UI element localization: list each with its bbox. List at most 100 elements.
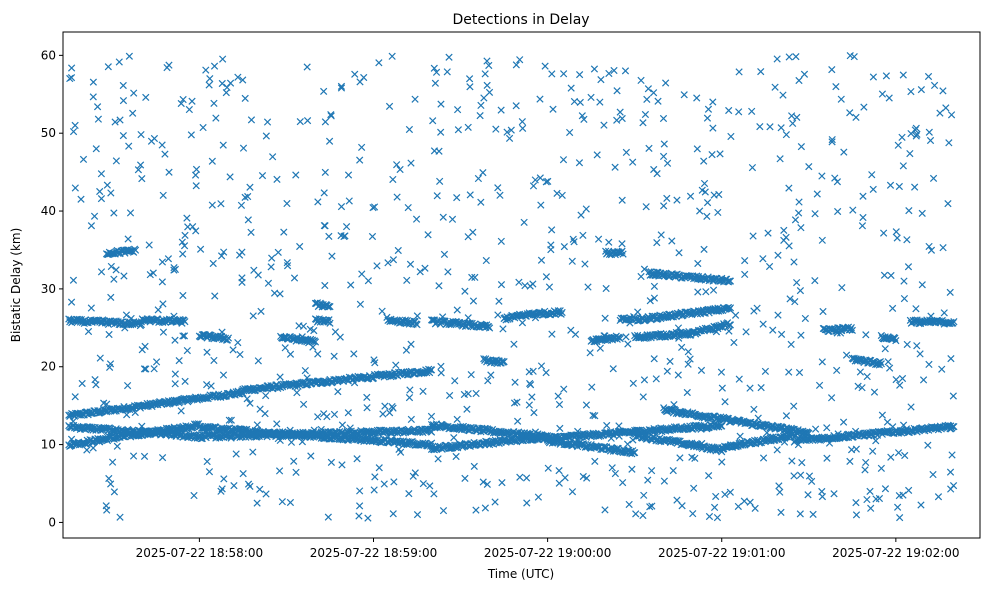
detection-point: [919, 376, 928, 384]
detection-point: [566, 128, 574, 137]
detection-point: [179, 291, 187, 300]
detection-point: [588, 383, 596, 391]
detection-point: [301, 366, 309, 375]
detection-point: [793, 278, 801, 287]
detection-point: [600, 332, 608, 340]
detection-point: [632, 510, 640, 518]
detection-point: [437, 369, 445, 377]
detection-point: [222, 89, 230, 97]
detection-point: [652, 375, 660, 383]
detection-point: [763, 429, 771, 437]
detection-point: [831, 174, 839, 182]
detection-point: [497, 281, 506, 289]
detection-point: [134, 166, 143, 174]
detection-point: [529, 367, 537, 375]
detection-point: [905, 486, 913, 495]
detection-point: [544, 464, 552, 472]
detection-point: [741, 257, 749, 265]
detection-point: [444, 443, 452, 451]
detection-point: [123, 411, 131, 419]
detection-point: [239, 144, 248, 152]
detection-point: [625, 500, 633, 509]
detection-point: [412, 215, 421, 223]
detection-point: [220, 475, 228, 483]
detection-point: [659, 152, 668, 161]
detection-point: [522, 474, 531, 482]
detection-point: [320, 189, 328, 197]
detection-point: [159, 318, 167, 326]
detection-point: [495, 297, 503, 305]
detection-point: [537, 362, 546, 370]
detection-point: [344, 171, 353, 179]
detection-point: [99, 316, 107, 324]
detection-point: [582, 401, 591, 409]
detection-point: [898, 133, 906, 141]
detection-point: [281, 344, 289, 352]
detection-point: [610, 66, 618, 75]
detection-point: [594, 235, 603, 243]
detection-point: [808, 477, 816, 486]
detection-point: [346, 424, 354, 432]
detection-point: [791, 298, 799, 306]
detection-point: [453, 415, 461, 423]
detection-point: [364, 514, 372, 522]
detection-point: [640, 491, 648, 499]
detection-point: [949, 392, 957, 400]
detection-point: [782, 412, 791, 420]
detection-point: [637, 272, 645, 281]
detection-point: [777, 423, 785, 431]
detection-point: [846, 457, 854, 465]
detection-point: [413, 312, 421, 320]
detection-point: [579, 231, 587, 239]
detection-point: [303, 63, 311, 71]
detection-point: [663, 367, 671, 375]
detection-point: [130, 89, 138, 97]
detection-point: [203, 457, 211, 466]
detection-point: [450, 433, 458, 442]
detection-point: [389, 510, 397, 518]
y-tick-label: 60: [41, 48, 56, 62]
detection-point: [696, 207, 704, 215]
detection-point: [791, 216, 800, 224]
data-points: [65, 52, 958, 522]
detection-point: [788, 112, 796, 120]
detection-point: [454, 126, 462, 134]
detection-point: [306, 325, 314, 333]
detection-point: [629, 158, 637, 166]
detection-point: [838, 284, 846, 292]
detection-point: [868, 171, 876, 179]
detection-point: [217, 200, 225, 208]
detection-point: [287, 438, 296, 446]
detection-point: [721, 398, 729, 406]
detection-point: [877, 360, 885, 368]
detection-point: [869, 185, 877, 193]
detection-point: [437, 128, 445, 136]
detection-point: [649, 89, 658, 97]
detection-point: [406, 386, 414, 394]
detection-point: [405, 490, 413, 498]
detection-point: [239, 76, 247, 84]
detection-point: [898, 374, 907, 383]
detection-point: [888, 304, 897, 313]
detection-point: [172, 397, 180, 406]
detection-point: [560, 385, 568, 393]
detection-point: [324, 513, 332, 521]
chart-title: Detections in Delay: [452, 12, 589, 28]
detection-point: [555, 400, 564, 409]
detection-point: [929, 470, 937, 479]
detection-point: [105, 363, 114, 371]
detection-point: [811, 277, 819, 285]
detection-point: [249, 312, 257, 320]
detection-point: [605, 69, 613, 78]
detection-point: [140, 365, 149, 373]
detection-point: [619, 478, 627, 487]
detection-point: [579, 472, 587, 481]
detection-point: [466, 191, 474, 199]
detection-point: [782, 433, 790, 441]
detection-point: [247, 116, 256, 124]
detection-point: [947, 422, 955, 430]
detection-point: [296, 242, 304, 251]
detection-point: [389, 404, 397, 412]
detection-point: [286, 498, 295, 507]
detection-point: [127, 314, 135, 323]
